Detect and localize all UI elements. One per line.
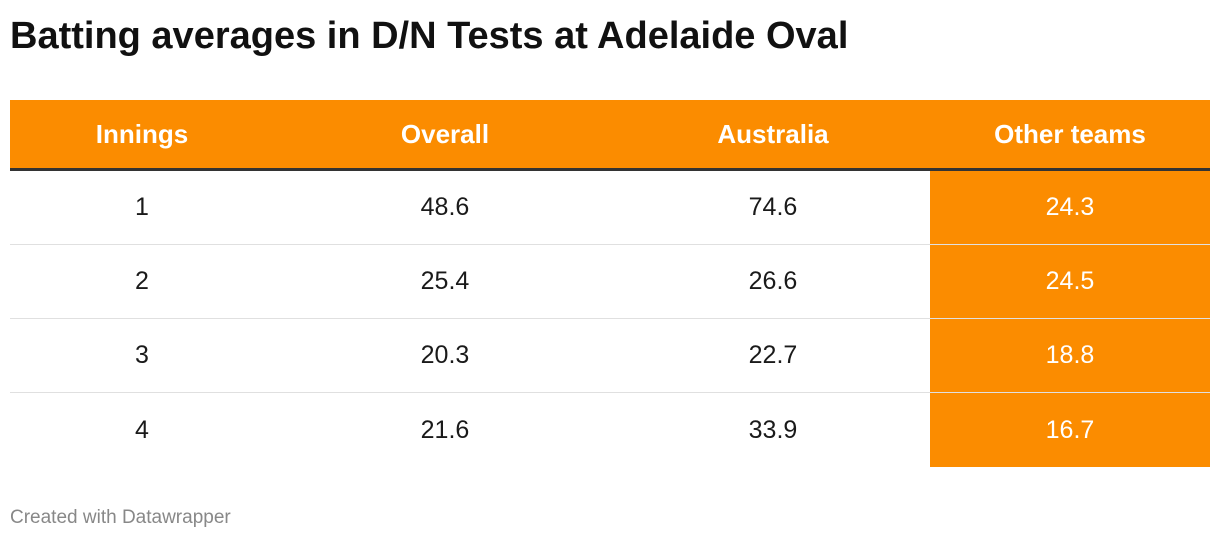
column-header-other-teams[interactable]: Other teams xyxy=(994,118,1146,149)
cell-overall: 48.6 xyxy=(420,193,470,221)
cell-australia: 33.9 xyxy=(748,415,798,444)
chart-title: Batting averages in D/N Tests at Adelaid… xyxy=(10,15,849,57)
cell-australia: 74.6 xyxy=(748,193,798,221)
attribution-link[interactable]: Created with Datawrapper xyxy=(10,507,231,528)
cell-other-teams: 24.3 xyxy=(930,171,1210,244)
cell-other-teams: 24.5 xyxy=(930,245,1210,318)
column-header-australia[interactable]: Australia xyxy=(717,118,829,149)
cell-australia: 22.7 xyxy=(748,341,798,369)
cell-other-teams: 18.8 xyxy=(930,319,1210,392)
cell-innings: 3 xyxy=(135,341,149,369)
cell-overall: 21.6 xyxy=(420,415,470,444)
cell-overall: 20.3 xyxy=(420,341,470,369)
data-table: Innings Overall Australia Other teams 1 … xyxy=(10,100,1210,467)
table-row: 3 20.3 22.7 18.8 xyxy=(10,319,1210,393)
cell-innings: 1 xyxy=(135,193,149,221)
column-header-innings[interactable]: Innings xyxy=(95,118,189,149)
cell-other-teams: 16.7 xyxy=(930,393,1210,467)
table-row: 4 21.6 33.9 16.7 xyxy=(10,393,1210,467)
cell-overall: 25.4 xyxy=(420,267,470,295)
column-header-overall[interactable]: Overall xyxy=(400,118,490,149)
table-row: 1 48.6 74.6 24.3 xyxy=(10,171,1210,245)
table-header-row: Innings Overall Australia Other teams xyxy=(10,100,1210,171)
cell-innings: 2 xyxy=(135,267,149,295)
cell-innings: 4 xyxy=(135,415,149,444)
table-row: 2 25.4 26.6 24.5 xyxy=(10,245,1210,319)
cell-australia: 26.6 xyxy=(748,267,798,295)
